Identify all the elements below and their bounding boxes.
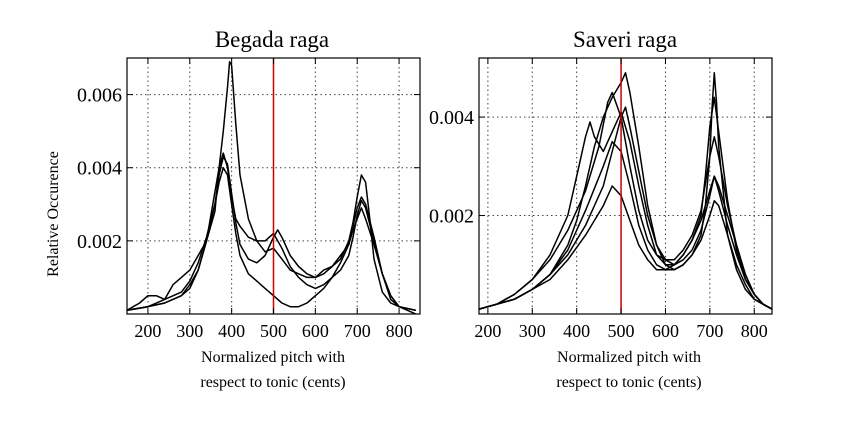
x-axis-label-line-2: respect to tonic (cents)	[556, 374, 701, 391]
y-tick-label: 0.002	[77, 231, 122, 253]
x-axis-label-line-1: Normalized pitch with	[557, 349, 701, 366]
x-tick-label: 200	[474, 321, 501, 341]
series-line-1	[127, 60, 417, 314]
x-tick-label: 700	[696, 321, 723, 341]
x-axis-label-line-1: Normalized pitch with	[201, 349, 345, 366]
x-tick-label: 400	[563, 321, 590, 341]
y-axis-label: Relative Occurence	[45, 151, 62, 277]
series-group	[479, 72, 772, 310]
series-line-5	[479, 140, 772, 310]
plot-frame	[478, 57, 773, 315]
y-tick-label: 0.002	[429, 206, 474, 228]
chart-title: Saveri raga	[573, 27, 677, 52]
series-line-3	[127, 155, 416, 312]
x-axis-label-line-2: respect to tonic (cents)	[200, 374, 345, 391]
x-tick-label: 500	[608, 321, 635, 341]
x-tick-label: 400	[218, 321, 245, 341]
x-tick-label: 300	[176, 321, 203, 341]
series-line-4	[479, 106, 772, 310]
x-tick-label: 800	[741, 321, 768, 341]
x-tick-label: 600	[652, 321, 679, 341]
x-tick-label: 200	[134, 321, 161, 341]
y-tick-label: 0.006	[77, 85, 122, 107]
series-line-3	[479, 91, 772, 310]
x-tick-label: 600	[302, 321, 329, 341]
series-line-4	[127, 166, 416, 312]
chart-title: Begada raga	[215, 27, 329, 52]
x-tick-label: 700	[344, 321, 371, 341]
chart-panel-begada: Begada raga Relative Occurence Normalize…	[45, 27, 421, 391]
x-tick-label: 300	[519, 321, 546, 341]
series-line-1	[479, 72, 772, 310]
series-group	[127, 60, 417, 314]
y-tick-label: 0.004	[77, 158, 122, 180]
x-tick-label: 800	[386, 321, 413, 341]
series-line-2	[479, 96, 772, 310]
x-tick-label: 500	[260, 321, 287, 341]
y-tick-label: 0.004	[429, 107, 474, 129]
series-line-6	[479, 175, 772, 310]
chart-panel-saveri: Saveri raga Normalized pitch with respec…	[429, 27, 773, 391]
